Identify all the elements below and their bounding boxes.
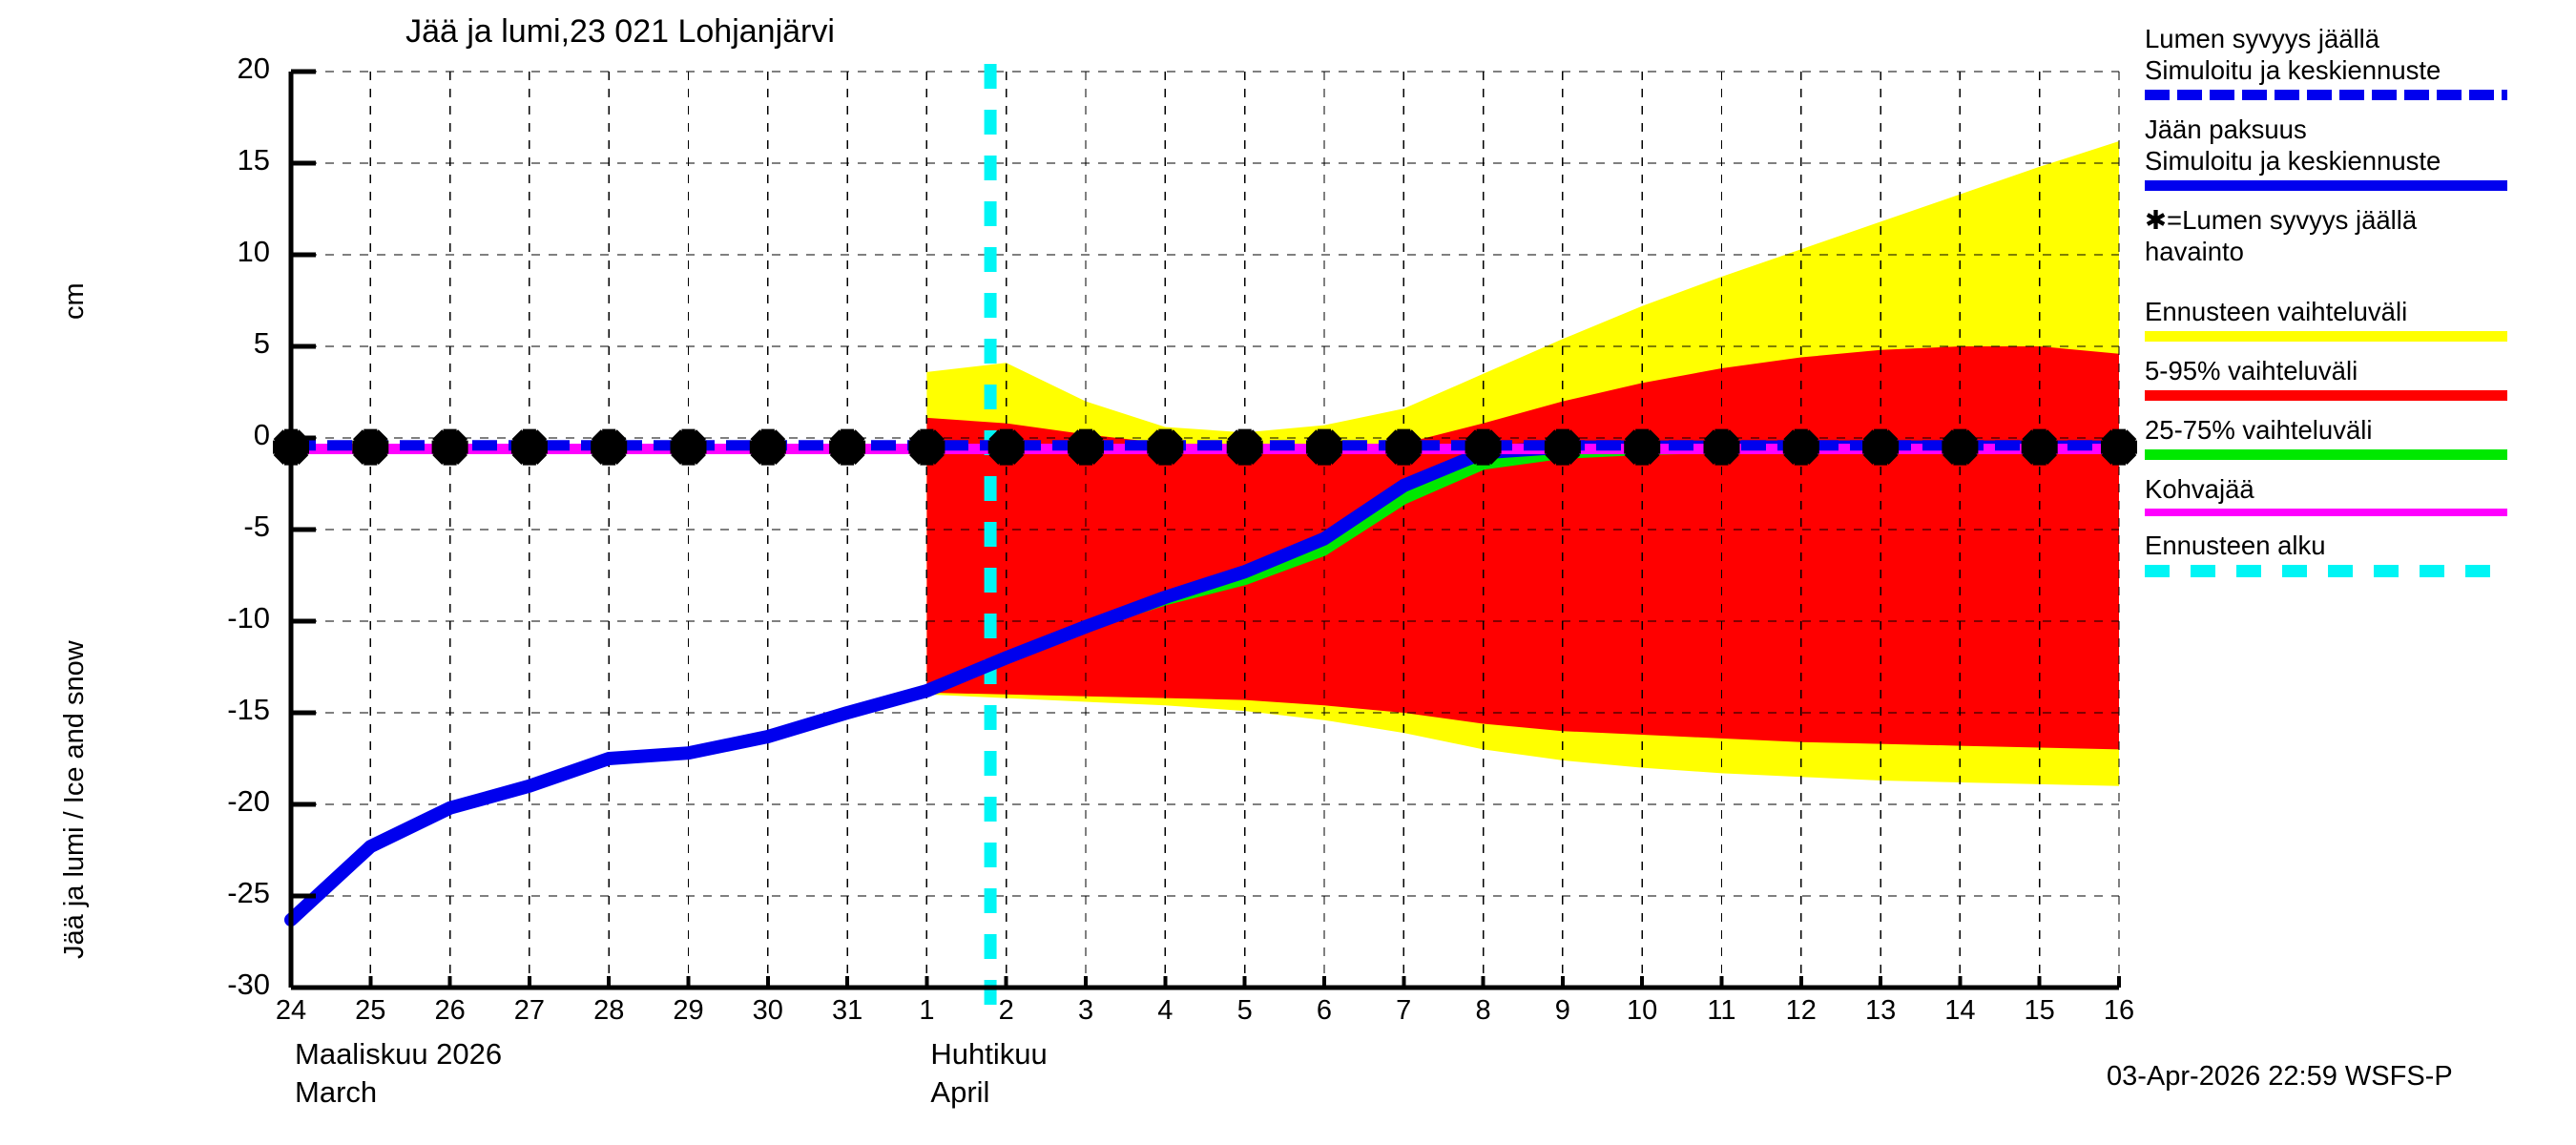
legend-label-primary: Jään paksuus — [2145, 114, 2307, 144]
x-axis-tick-label: 24 — [275, 995, 307, 1026]
x-axis-tick-label: 1 — [919, 995, 935, 1026]
legend-swatch-ice-thickness — [2145, 180, 2507, 191]
x-axis-tick-label: 13 — [1864, 995, 1897, 1026]
snow-observation-marker — [1226, 428, 1263, 466]
x-axis-tick-label: 16 — [2103, 995, 2135, 1026]
y-axis-tick-label: -10 — [227, 601, 270, 635]
snow-observation-marker — [591, 428, 628, 466]
snow-observation-marker — [908, 428, 945, 466]
legend-label-primary: Kohvajää — [2145, 474, 2254, 504]
snow-observation-marker — [431, 428, 468, 466]
legend-label-primary: Ennusteen alku — [2145, 531, 2326, 560]
snow-observation-marker — [987, 428, 1025, 466]
snow-observation-marker — [1068, 428, 1104, 466]
x-axis-month-right-en: April — [930, 1075, 990, 1109]
legend-item-slush-ice: Kohvajää — [2145, 473, 2576, 516]
legend-swatch-forecast-range — [2145, 331, 2507, 342]
x-axis-tick-label: 5 — [1236, 995, 1253, 1026]
snow-observation-marker — [1465, 428, 1502, 466]
y-axis-tick-label: -25 — [227, 876, 270, 909]
observation-markers — [273, 428, 2137, 466]
x-axis-tick-label: 9 — [1554, 995, 1570, 1026]
legend-label-primary: 25-75% vaihteluväli — [2145, 415, 2373, 445]
snow-observation-marker — [1782, 428, 1819, 466]
x-axis-tick-label: 3 — [1077, 995, 1094, 1026]
snow-observation-marker — [510, 428, 548, 466]
x-axis-tick-label: 10 — [1627, 995, 1658, 1026]
x-axis-tick-label: 15 — [2024, 995, 2055, 1026]
legend-swatch-slush-ice — [2145, 509, 2507, 516]
legend-swatch-forecast-start — [2145, 565, 2507, 577]
chart-title: Jää ja lumi,23 021 Lohjanjärvi — [405, 13, 835, 50]
legend-label-secondary: Simuloitu ja keskiennuste — [2145, 55, 2441, 85]
snow-observation-marker — [1306, 428, 1342, 466]
legend-swatch-range-5-95 — [2145, 390, 2507, 401]
legend-label-primary: 5-95% vaihteluväli — [2145, 356, 2358, 385]
legend-item-forecast-range: Ennusteen vaihteluväli — [2145, 296, 2576, 342]
y-axis-tick-label: -30 — [227, 968, 270, 1001]
x-axis-tick-label: 4 — [1157, 995, 1174, 1026]
legend-label-primary: Ennusteen vaihteluväli — [2145, 297, 2408, 326]
x-axis-tick-label: 25 — [355, 995, 386, 1026]
y-axis-tick-label: 20 — [237, 52, 270, 85]
snow-observation-marker — [2021, 428, 2058, 466]
x-axis-month-right-fi: Huhtikuu — [930, 1037, 1048, 1071]
x-axis-tick-label: 12 — [1785, 995, 1817, 1026]
x-axis-tick-label: 2 — [998, 995, 1014, 1026]
y-axis-tick-label: 15 — [237, 143, 270, 177]
snow-observation-marker — [829, 428, 866, 466]
snow-observation-marker — [352, 428, 389, 466]
snow-observation-marker — [1544, 428, 1581, 466]
legend-item-range-25-75: 25-75% vaihteluväli — [2145, 414, 2576, 460]
x-axis-tick-label: 6 — [1316, 995, 1333, 1026]
x-axis-tick-label: 11 — [1707, 995, 1736, 1026]
x-axis-tick-label: 29 — [673, 995, 704, 1026]
chart-legend: Lumen syvyys jäällä Simuloitu ja keskienn… — [2145, 23, 2576, 591]
y-axis-tick-label: 0 — [253, 418, 270, 451]
legend-item-snow-depth-observation: ✱=Lumen syvyys jäällä havainto — [2145, 204, 2576, 292]
grid — [290, 71, 2120, 989]
x-axis-tick-label: 30 — [752, 995, 783, 1026]
x-axis-month-left-en: March — [295, 1075, 378, 1109]
x-axis-month-left-fi: Maaliskuu 2026 — [295, 1037, 503, 1071]
snow-observation-marker — [1624, 428, 1661, 466]
legend-item-forecast-start: Ennusteen alku — [2145, 530, 2576, 577]
x-axis-tick-label: 27 — [513, 995, 546, 1026]
y-axis-tick-label: -20 — [227, 784, 270, 818]
x-axis-tick-label: 28 — [593, 995, 625, 1026]
legend-item-range-5-95: 5-95% vaihteluväli — [2145, 355, 2576, 401]
y-axis-tick-label: 5 — [253, 326, 270, 360]
legend-item-ice-thickness: Jään paksuus Simuloitu ja keskiennuste — [2145, 114, 2576, 191]
y-axis-tick-label: -5 — [243, 510, 270, 543]
legend-label-primary: ✱=Lumen syvyys jäällä — [2145, 205, 2418, 235]
snow-observation-marker — [670, 428, 707, 466]
x-axis-tick-label: 14 — [1944, 995, 1976, 1026]
x-axis-tick-label: 7 — [1396, 995, 1412, 1026]
y-axis-tick-label: -15 — [227, 693, 270, 726]
footer-timestamp: 03-Apr-2026 22:59 WSFS-P — [2107, 1061, 2453, 1092]
x-axis-tick-label: 31 — [831, 995, 863, 1026]
y-axis-unit: cm — [59, 282, 90, 320]
legend-swatch-snow-depth-on-ice — [2145, 90, 2507, 100]
snow-observation-marker — [1147, 428, 1184, 466]
legend-label-secondary: Simuloitu ja keskiennuste — [2145, 146, 2441, 176]
snow-observation-marker — [1942, 428, 1979, 466]
snow-observation-marker — [1862, 428, 1900, 466]
legend-swatch-range-25-75 — [2145, 449, 2507, 460]
snow-observation-marker — [1385, 428, 1423, 466]
y-axis-label: Jää ja lumi / Ice and snow — [59, 640, 90, 959]
legend-label-primary: Lumen syvyys jäällä — [2145, 24, 2380, 53]
y-axis-tick-label: 10 — [237, 235, 270, 268]
legend-swatch-spacer — [2145, 267, 2576, 292]
legend-label-secondary: havainto — [2145, 237, 2244, 266]
x-axis-tick-label: 26 — [434, 995, 466, 1026]
snow-observation-marker — [1703, 428, 1740, 466]
x-axis-tick-label: 8 — [1475, 995, 1491, 1026]
snow-observation-marker — [2101, 428, 2137, 466]
snow-observation-marker — [749, 428, 786, 466]
legend-item-snow-depth-on-ice: Lumen syvyys jäällä Simuloitu ja keskienn… — [2145, 23, 2576, 100]
